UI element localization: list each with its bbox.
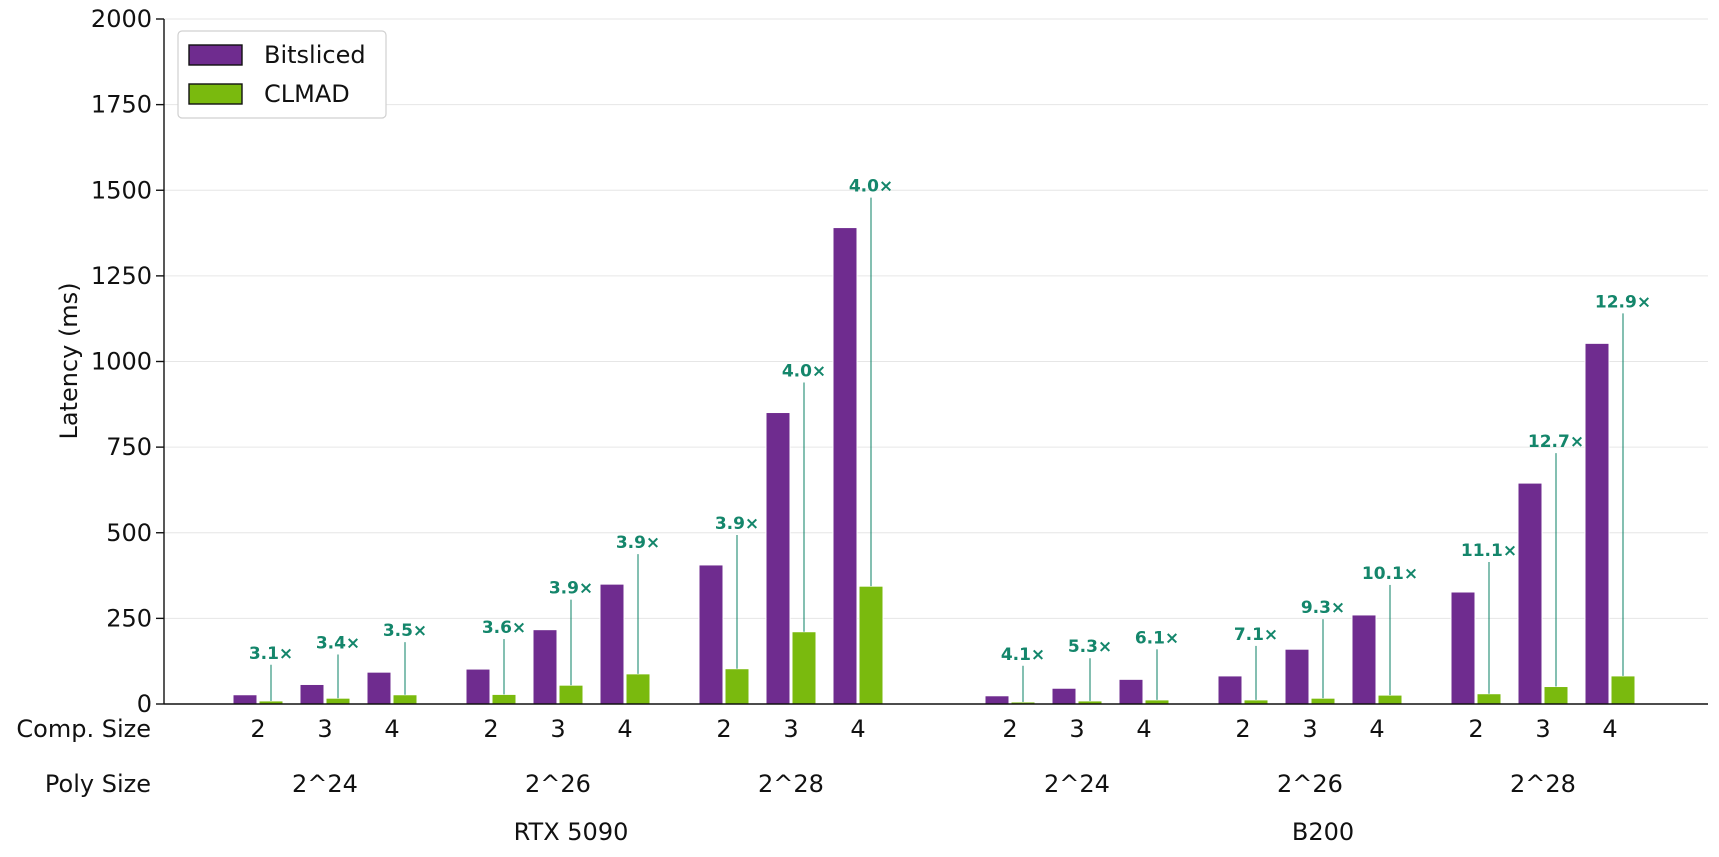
comp-size-label: 4 [850,715,865,743]
comp-size-label: 4 [1602,715,1617,743]
clmad-bar [558,684,584,705]
clmad-bar [858,585,884,705]
speedup-label: 10.1× [1362,564,1418,584]
clmad-bar [1476,693,1502,705]
y-ticks: 0 250 500 750 1000 1250 1500 1750 2000 [91,5,164,718]
bitsliced-bar [299,683,325,705]
y-tick-label: 2000 [91,5,152,33]
clmad-bar [1377,694,1403,705]
speedup-label: 7.1× [1234,625,1278,645]
speedup-label: 12.7× [1528,432,1584,452]
legend-swatch-clmad [188,83,243,105]
comp-size-label: 4 [384,715,399,743]
comp-size-label: 4 [617,715,632,743]
comp-size-label: 2 [483,715,498,743]
clmad-bar [1610,675,1636,705]
bitsliced-bar [832,227,858,705]
poly-size-label: 2^26 [1277,770,1343,798]
bitsliced-bar [1118,678,1144,705]
clmad-bar [325,697,351,705]
clmad-bar [724,668,750,705]
device-label: RTX 5090 [514,818,629,846]
speedup-label: 4.0× [782,362,826,382]
comp-size-label: 2 [250,715,265,743]
poly-size-row-label: Poly Size [45,770,151,798]
speedup-label: 3.9× [715,514,759,534]
bitsliced-bar [1450,591,1476,705]
comp-size-label: 4 [1136,715,1151,743]
comp-size-label: 3 [783,715,798,743]
legend-label-bitsliced: Bitsliced [264,41,366,69]
device-label: B200 [1292,818,1354,846]
speedup-label: 3.5× [383,621,427,641]
bitsliced-bar [1517,482,1543,705]
bitsliced-bar [1284,648,1310,705]
bitsliced-bar [532,629,558,705]
y-tick-label: 1000 [91,348,152,376]
speedup-label: 4.0× [849,177,893,197]
speedup-label: 4.1× [1001,645,1045,665]
y-axis-label: Latency (ms) [55,282,83,439]
clmad-bar [625,673,651,705]
comp-size-label: 2 [1235,715,1250,743]
comp-size-label: 3 [1535,715,1550,743]
speedup-label: 3.9× [616,533,660,553]
comp-size-label: 4 [1369,715,1384,743]
bitsliced-bar [1584,342,1610,705]
clmad-bar [1543,686,1569,705]
y-tick-label: 1250 [91,262,152,290]
speedup-label: 11.1× [1461,541,1517,561]
comp-size-label: 3 [1302,715,1317,743]
bitsliced-bar [1217,675,1243,705]
bitsliced-bar [599,583,625,705]
poly-size-label: 2^24 [1044,770,1110,798]
y-tick-label: 250 [106,604,152,632]
speedup-label: 3.6× [482,618,526,638]
clmad-bar [1310,697,1336,705]
comp-size-label: 2 [1002,715,1017,743]
gridlines [164,18,1708,619]
poly-size-label: 2^24 [292,770,358,798]
speedup-label: 3.4× [316,633,360,653]
comp-size-label: 3 [550,715,565,743]
bitsliced-bar [984,695,1010,705]
bitsliced-bar [765,412,791,705]
comp-size-row-label: Comp. Size [16,715,151,743]
y-tick-label: 750 [106,433,152,461]
speedup-label: 5.3× [1068,637,1112,657]
speedup-label: 3.9× [549,579,593,599]
legend: Bitsliced CLMAD [177,30,387,119]
poly-size-label: 2^28 [758,770,824,798]
bitsliced-bar [1351,614,1377,705]
bitsliced-bar [366,671,392,705]
comp-size-label: 2 [716,715,731,743]
comp-size-label: 3 [1069,715,1084,743]
legend-label-clmad: CLMAD [264,80,350,108]
speedup-annotations: 3.1× 3.4× 3.5× 3.6× 3.9× 3.9× 3.9× 4.0× 4.0× 4.1×… [249,177,1651,702]
y-tick-label: 1750 [91,91,152,119]
speedup-label: 6.1× [1135,628,1179,648]
x-tick-labels: RTX 5090 2^24 2 3 4 2^26 2 3 4 2^28 2 3 4 B200 2^24 2 3 4… [250,715,1617,846]
clmad-bar [491,693,517,705]
bitsliced-bar [1051,687,1077,705]
y-tick-label: 0 [137,690,152,718]
speedup-label: 9.3× [1301,598,1345,618]
y-tick-label: 1500 [91,176,152,204]
legend-swatch-bitsliced [188,44,243,66]
clmad-bar [392,694,418,705]
bitsliced-bar [698,564,724,705]
speedup-label: 3.1× [249,644,293,664]
bars [232,227,1636,705]
speedup-label: 12.9× [1595,292,1651,312]
bitsliced-bar [232,694,258,705]
comp-size-label: 2 [1468,715,1483,743]
clmad-bar [791,631,817,705]
comp-size-label: 3 [317,715,332,743]
poly-size-label: 2^28 [1510,770,1576,798]
poly-size-label: 2^26 [525,770,591,798]
bitsliced-bar [465,668,491,705]
y-tick-label: 500 [106,519,152,547]
